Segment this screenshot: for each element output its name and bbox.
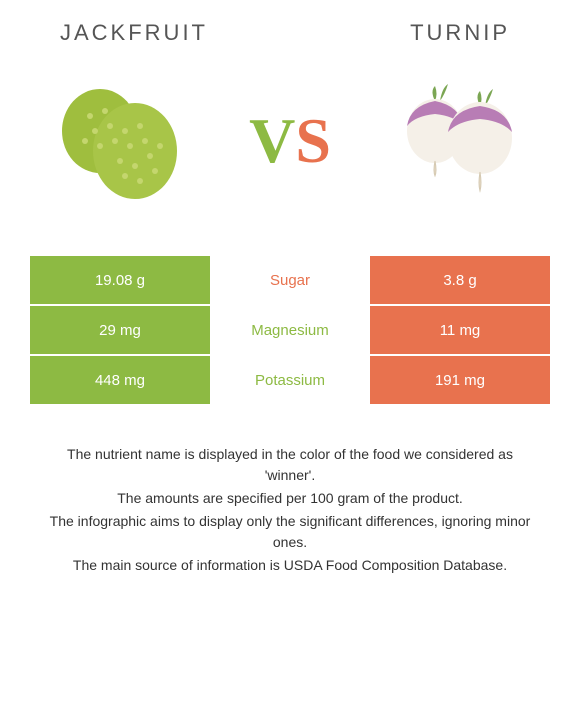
header: JACKFRUIT TURNIP	[30, 20, 550, 46]
right-value: 11 mg	[370, 306, 550, 354]
right-value: 3.8 g	[370, 256, 550, 304]
left-value: 448 mg	[30, 356, 210, 404]
right-food-title: TURNIP	[410, 20, 510, 46]
left-food-title: JACKFRUIT	[60, 20, 208, 46]
nutrient-name: Sugar	[210, 256, 370, 304]
table-row: 448 mgPotassium191 mg	[30, 356, 550, 404]
footer-line-4: The main source of information is USDA F…	[40, 555, 540, 576]
vs-s-letter: S	[295, 105, 331, 176]
vs-v-letter: V	[249, 105, 295, 176]
footer-line-3: The infographic aims to display only the…	[40, 511, 540, 553]
left-value: 29 mg	[30, 306, 210, 354]
nutrient-name: Magnesium	[210, 306, 370, 354]
left-value: 19.08 g	[30, 256, 210, 304]
table-row: 29 mgMagnesium11 mg	[30, 306, 550, 354]
footer-line-1: The nutrient name is displayed in the co…	[40, 444, 540, 486]
jackfruit-image	[50, 76, 200, 206]
table-row: 19.08 gSugar3.8 g	[30, 256, 550, 304]
turnip-image	[380, 76, 530, 206]
nutrient-name: Potassium	[210, 356, 370, 404]
vs-label: VS	[249, 104, 331, 178]
vs-row: VS	[30, 76, 550, 206]
comparison-table: 19.08 gSugar3.8 g29 mgMagnesium11 mg448 …	[30, 256, 550, 404]
footer-text: The nutrient name is displayed in the co…	[30, 444, 550, 576]
footer-line-2: The amounts are specified per 100 gram o…	[40, 488, 540, 509]
right-value: 191 mg	[370, 356, 550, 404]
